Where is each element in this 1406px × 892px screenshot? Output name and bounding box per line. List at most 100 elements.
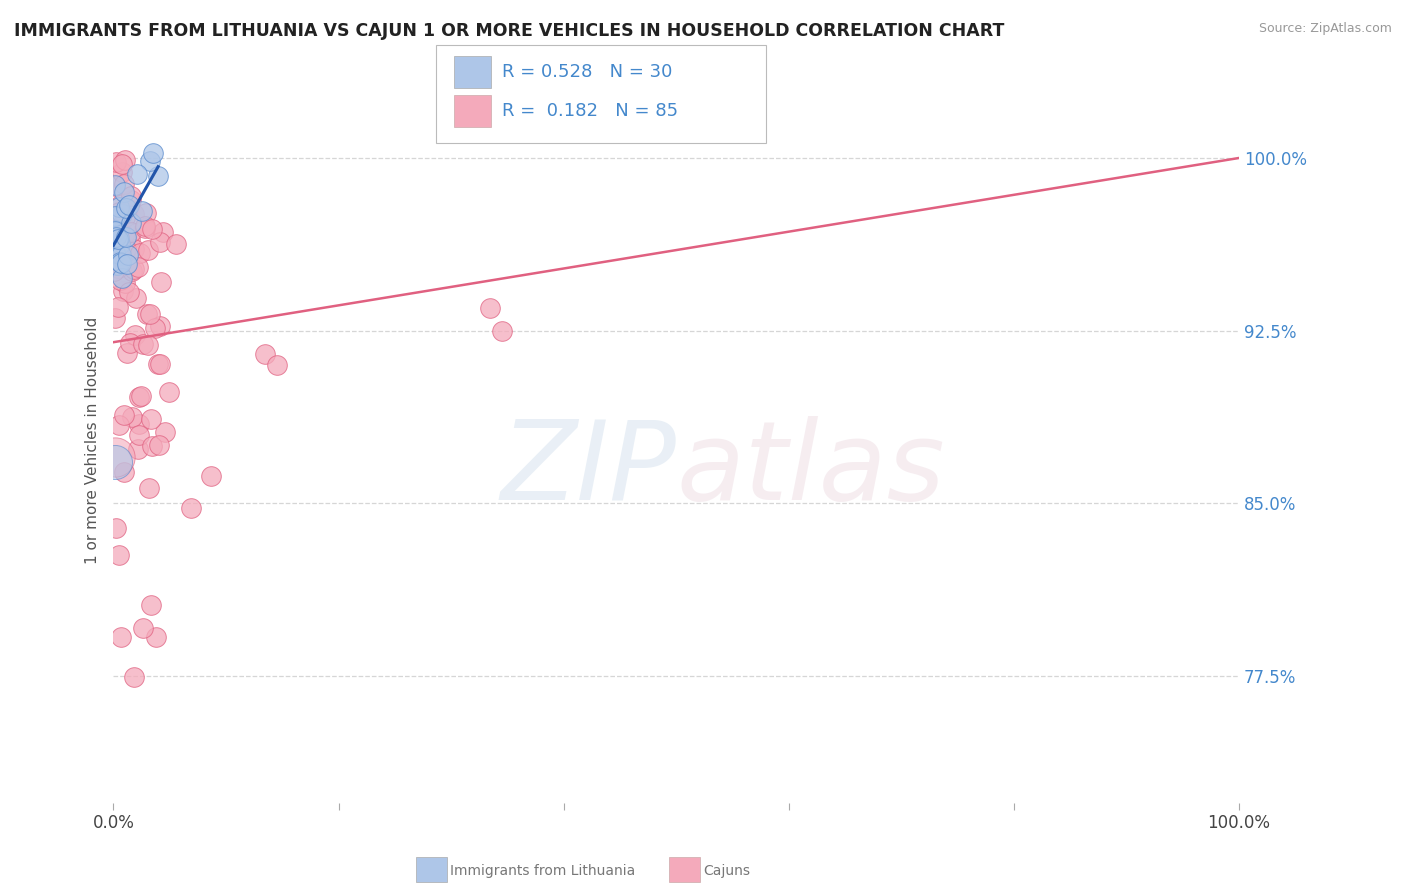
Point bbox=[200, 469, 222, 483]
Point bbox=[103, 231, 125, 245]
Text: Source: ZipAtlas.com: Source: ZipAtlas.com bbox=[1258, 22, 1392, 36]
Point bbox=[114, 210, 136, 224]
Point bbox=[104, 209, 127, 223]
Point bbox=[110, 248, 132, 262]
Point bbox=[153, 425, 176, 440]
Point bbox=[118, 232, 141, 246]
Point bbox=[146, 357, 169, 371]
Point bbox=[254, 347, 277, 361]
Point bbox=[141, 439, 163, 453]
Point bbox=[107, 232, 129, 246]
Point bbox=[479, 301, 502, 315]
Point bbox=[127, 167, 149, 181]
Point bbox=[127, 260, 149, 275]
Point bbox=[139, 412, 162, 426]
Text: Immigrants from Lithuania: Immigrants from Lithuania bbox=[450, 863, 636, 878]
Point bbox=[120, 189, 142, 203]
Point bbox=[180, 501, 202, 516]
Point bbox=[111, 207, 134, 221]
Text: Cajuns: Cajuns bbox=[703, 863, 749, 878]
Point bbox=[128, 427, 150, 442]
Point bbox=[491, 324, 513, 338]
Point bbox=[148, 438, 170, 452]
Point bbox=[127, 442, 149, 456]
Point bbox=[108, 237, 131, 252]
Point bbox=[112, 177, 135, 191]
Point bbox=[117, 285, 139, 299]
Point bbox=[129, 389, 152, 403]
Point bbox=[159, 384, 181, 399]
Point bbox=[135, 307, 157, 321]
Point bbox=[136, 243, 159, 257]
Point bbox=[118, 198, 141, 212]
Point bbox=[111, 165, 134, 179]
Point bbox=[142, 146, 165, 161]
Point bbox=[111, 157, 134, 171]
Text: IMMIGRANTS FROM LITHUANIA VS CAJUN 1 OR MORE VEHICLES IN HOUSEHOLD CORRELATION C: IMMIGRANTS FROM LITHUANIA VS CAJUN 1 OR … bbox=[14, 22, 1004, 40]
Point bbox=[104, 521, 127, 535]
Point bbox=[266, 358, 288, 372]
Point bbox=[128, 390, 150, 404]
Point bbox=[108, 198, 131, 212]
Point bbox=[107, 261, 129, 276]
Point bbox=[115, 346, 138, 360]
Point bbox=[132, 621, 155, 635]
Point bbox=[112, 465, 135, 479]
Point bbox=[124, 292, 146, 306]
Point bbox=[108, 200, 131, 214]
Point bbox=[120, 336, 142, 351]
Point bbox=[129, 245, 152, 260]
Point bbox=[103, 263, 125, 277]
Point bbox=[104, 178, 127, 193]
Point bbox=[122, 262, 145, 277]
Point bbox=[115, 201, 138, 215]
Point bbox=[165, 237, 187, 252]
Text: R =  0.182   N = 85: R = 0.182 N = 85 bbox=[502, 102, 678, 120]
Text: R = 0.528   N = 30: R = 0.528 N = 30 bbox=[502, 63, 672, 81]
Point bbox=[114, 254, 136, 268]
Point bbox=[139, 599, 162, 613]
Point bbox=[104, 310, 127, 325]
Point bbox=[108, 255, 131, 269]
Point bbox=[121, 409, 143, 424]
Text: ZIP: ZIP bbox=[501, 416, 676, 523]
Point bbox=[122, 207, 145, 221]
Point bbox=[108, 272, 131, 286]
Point bbox=[131, 204, 153, 219]
Point bbox=[104, 178, 127, 193]
Point bbox=[112, 409, 135, 423]
Point bbox=[128, 417, 150, 431]
Point bbox=[104, 455, 127, 469]
Point bbox=[152, 225, 174, 239]
Point bbox=[120, 216, 142, 230]
Point bbox=[139, 307, 162, 321]
Point bbox=[114, 276, 136, 290]
Point bbox=[149, 318, 172, 333]
Point bbox=[143, 321, 166, 335]
Point bbox=[134, 219, 156, 234]
Point bbox=[132, 336, 155, 351]
Point bbox=[145, 630, 167, 644]
Point bbox=[110, 256, 132, 270]
Point bbox=[108, 231, 131, 245]
Point bbox=[117, 257, 139, 271]
Point bbox=[120, 226, 142, 240]
Point bbox=[112, 185, 135, 199]
Point bbox=[141, 222, 163, 236]
Point bbox=[104, 215, 127, 229]
Point bbox=[149, 276, 172, 290]
Point bbox=[114, 256, 136, 270]
Point bbox=[134, 221, 156, 235]
Point bbox=[118, 202, 141, 217]
Point bbox=[136, 338, 159, 352]
Point bbox=[115, 230, 138, 244]
Point bbox=[105, 155, 128, 169]
Point bbox=[108, 418, 131, 433]
Point bbox=[139, 154, 162, 169]
Point bbox=[117, 248, 139, 262]
Point bbox=[120, 193, 142, 207]
Point bbox=[114, 153, 136, 168]
Y-axis label: 1 or more Vehicles in Household: 1 or more Vehicles in Household bbox=[86, 317, 100, 564]
Point bbox=[124, 242, 146, 256]
Point bbox=[107, 300, 129, 314]
